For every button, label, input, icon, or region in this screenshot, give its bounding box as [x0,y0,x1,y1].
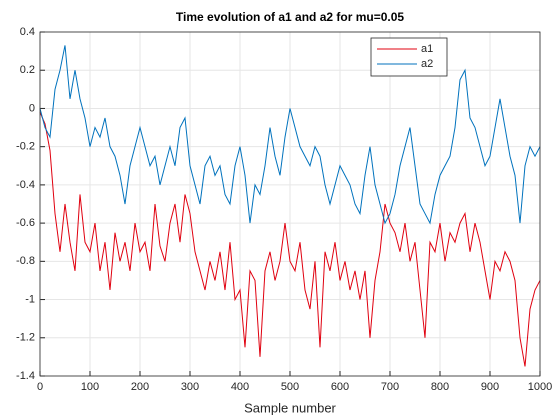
y-tick-label: -0.2 [16,141,35,153]
y-tick-label: 0.2 [20,64,35,76]
y-tick-label: -1.2 [16,332,35,344]
axes-box [39,31,541,377]
x-tick-label: 700 [381,381,399,393]
x-tick-label: 100 [81,381,99,393]
series-line [39,45,541,225]
chart-title: Time evolution of a1 and a2 for mu=0.05 [176,10,405,24]
x-tick-label: 400 [231,381,249,393]
y-tick-label: 0 [29,102,35,114]
y-tick-label: -1.4 [16,370,35,382]
x-tick-label: 0 [37,381,43,393]
x-tick-label: 500 [281,381,299,393]
y-tick-label: -1 [25,293,35,305]
x-tick-label: 1000 [528,381,552,393]
legend-label: a2 [421,58,433,70]
legend-label: a1 [421,43,433,55]
x-tick-label: 800 [431,381,449,393]
y-tick-label: -0.4 [16,179,35,191]
y-tick-label: -0.8 [16,255,35,267]
legend-box [370,37,448,77]
x-tick-label: 200 [131,381,149,393]
x-tick-label: 300 [181,381,199,393]
x-tick-label: 600 [331,381,349,393]
series-line [39,112,541,367]
y-tick-label: -0.6 [16,217,35,229]
x-axis-label: Sample number [244,400,336,415]
y-tick-label: 0.4 [20,26,35,38]
x-tick-label: 900 [481,381,499,393]
